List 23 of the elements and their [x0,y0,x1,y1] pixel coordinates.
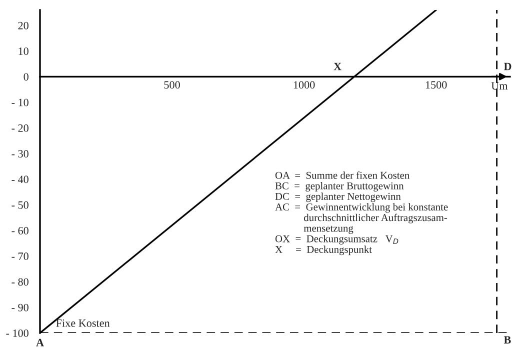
text: OA = Summe der fixen Kosten BC = geplanter Bruttogewinn DC = geplanter Nettogewinn AC = Gewinnentwicklung bei konstante durchschnittlicher Auftragszusam- mensetzung OX = Deckungsumsatz V$_{D}$ X = Deckungspunkt [275,171,448,256]
y-tick-label: - 30 [12,150,28,158]
annotation: B [504,336,511,344]
y-tick-label: - 20 [12,124,28,132]
y-tick-label: 20 [18,22,28,30]
y-tick-label: - 70 [12,252,28,260]
annotation: X [334,62,342,70]
ref-line-label: Fixe Kosten [56,319,110,327]
annotation: A [36,338,44,346]
y-tick-label: - 80 [12,278,28,286]
y-tick-label: 0 [24,73,28,81]
y-tick-label: - 90 [12,304,28,312]
y-tick-label: - 40 [12,176,28,184]
y-tick-label: - 100 [6,329,28,337]
y-tick-label: - 50 [12,201,28,209]
x-tick-label: 1500 [426,81,447,89]
y-tick-label: - 10 [12,98,28,106]
x-tick-label: 500 [164,81,180,89]
annotation: D [504,62,512,70]
x-axis-title: Um [491,82,508,90]
y-tick-label: - 60 [12,226,28,234]
x-tick-label: 1000 [294,81,315,89]
y-tick-label: 10 [18,47,28,55]
